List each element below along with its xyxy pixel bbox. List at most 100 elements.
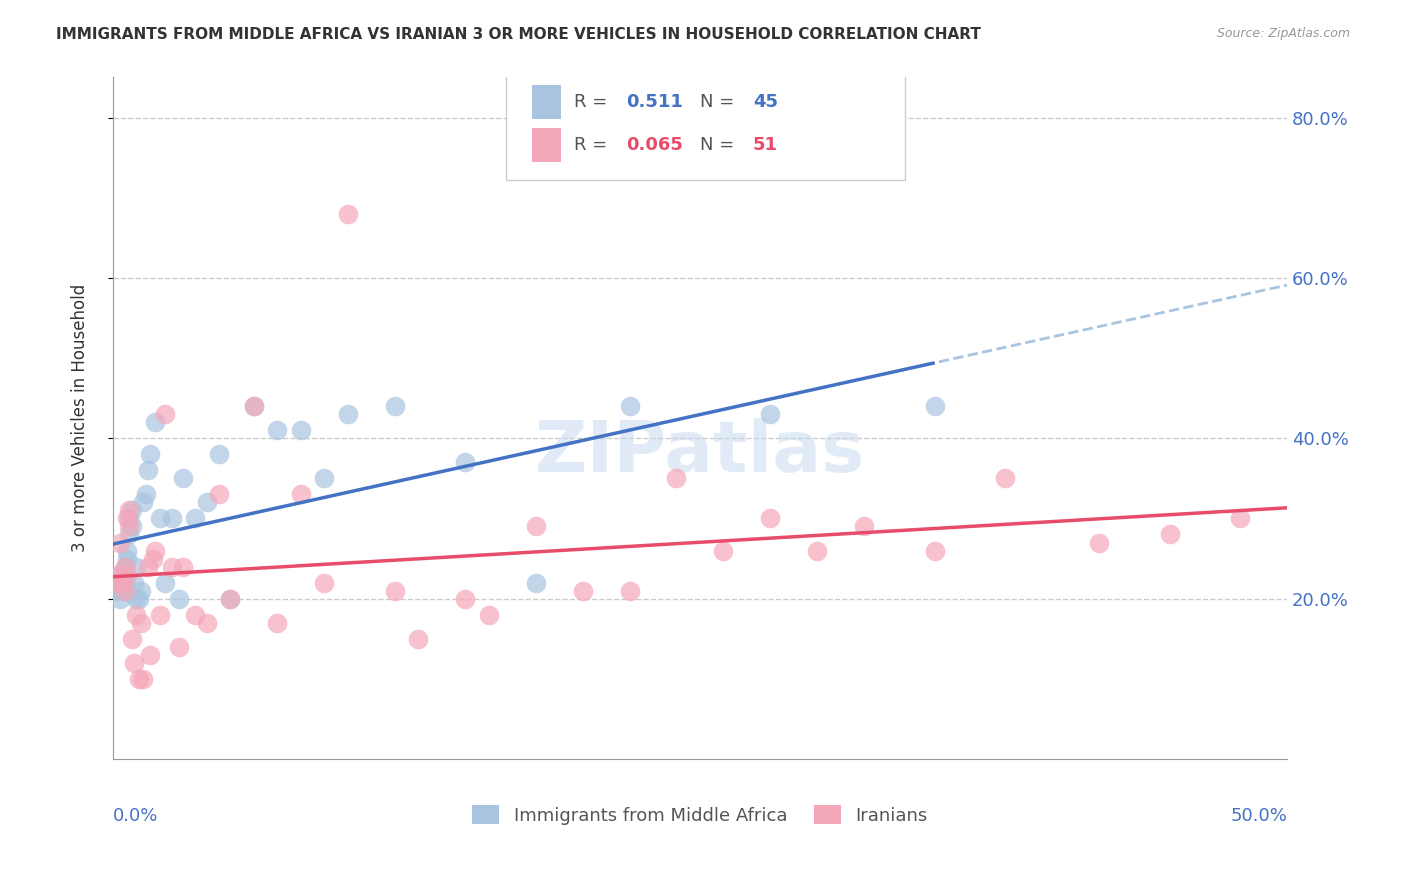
Point [524, 575, 547, 590]
Text: 0.065: 0.065 [626, 136, 683, 154]
Point [336, 207, 359, 221]
Text: Source: ZipAtlas.com: Source: ZipAtlas.com [1216, 27, 1350, 40]
Point [142, 551, 165, 566]
Point [219, 591, 242, 606]
Text: R =: R = [574, 93, 613, 111]
Text: 0.511: 0.511 [626, 93, 683, 111]
Point [619, 583, 641, 598]
Point [108, 535, 131, 549]
Point [266, 615, 288, 630]
Point [172, 559, 194, 574]
Point [149, 511, 172, 525]
Point [143, 543, 166, 558]
Point [139, 648, 162, 662]
Text: IMMIGRANTS FROM MIDDLE AFRICA VS IRANIAN 3 OR MORE VEHICLES IN HOUSEHOLD CORRELA: IMMIGRANTS FROM MIDDLE AFRICA VS IRANIAN… [56, 27, 981, 42]
Text: 0.0%: 0.0% [112, 806, 159, 825]
Text: ZIPatlas: ZIPatlas [534, 417, 865, 487]
FancyBboxPatch shape [531, 85, 561, 119]
Point [108, 591, 131, 606]
Point [121, 519, 143, 533]
Point [242, 399, 264, 413]
Point [994, 471, 1017, 485]
Text: R =: R = [574, 136, 613, 154]
Point [713, 543, 735, 558]
Point [115, 543, 138, 558]
Point [129, 615, 152, 630]
Point [104, 575, 127, 590]
Point [121, 503, 143, 517]
Point [314, 471, 336, 485]
Point [524, 519, 547, 533]
Point [207, 487, 229, 501]
Point [219, 591, 242, 606]
Point [478, 607, 501, 622]
Point [759, 407, 782, 421]
Point [132, 672, 155, 686]
Point [128, 591, 150, 606]
Point [665, 471, 688, 485]
Point [114, 575, 136, 590]
Point [136, 463, 159, 477]
Point [143, 415, 166, 429]
Point [853, 519, 876, 533]
Text: N =: N = [700, 136, 740, 154]
Point [290, 487, 312, 501]
Point [139, 447, 162, 461]
Point [111, 575, 134, 590]
Point [195, 495, 218, 509]
Point [160, 511, 183, 525]
Point [115, 567, 138, 582]
Point [125, 607, 148, 622]
Point [118, 519, 141, 533]
Point [149, 607, 172, 622]
Point [153, 407, 176, 421]
Point [132, 495, 155, 509]
Point [806, 543, 828, 558]
Point [125, 591, 148, 606]
Point [122, 575, 145, 590]
Point [619, 399, 641, 413]
Point [160, 559, 183, 574]
Point [384, 399, 406, 413]
Point [195, 615, 218, 630]
Text: 45: 45 [752, 93, 778, 111]
Point [122, 656, 145, 670]
Y-axis label: 3 or more Vehicles in Household: 3 or more Vehicles in Household [72, 284, 89, 552]
Point [1159, 527, 1181, 541]
Point [336, 407, 359, 421]
Point [108, 567, 131, 582]
Point [114, 583, 136, 598]
FancyBboxPatch shape [531, 128, 561, 162]
Point [111, 575, 134, 590]
Point [104, 583, 127, 598]
Point [135, 487, 157, 501]
Point [924, 543, 946, 558]
Point [118, 503, 141, 517]
Point [207, 447, 229, 461]
Point [128, 672, 150, 686]
Point [121, 632, 143, 646]
Point [924, 399, 946, 413]
Point [136, 559, 159, 574]
Point [107, 575, 129, 590]
Text: N =: N = [700, 93, 740, 111]
Point [172, 471, 194, 485]
Point [266, 423, 288, 437]
Point [107, 567, 129, 582]
Point [1229, 511, 1251, 525]
Point [571, 583, 593, 598]
Point [406, 632, 429, 646]
Point [118, 511, 141, 525]
Point [184, 607, 207, 622]
Point [114, 559, 136, 574]
Text: 50.0%: 50.0% [1230, 806, 1286, 825]
Point [167, 591, 190, 606]
Point [184, 511, 207, 525]
Text: 51: 51 [752, 136, 778, 154]
Point [115, 551, 138, 566]
FancyBboxPatch shape [506, 70, 905, 179]
Point [153, 575, 176, 590]
Point [454, 455, 477, 469]
Point [118, 527, 141, 541]
Point [759, 511, 782, 525]
